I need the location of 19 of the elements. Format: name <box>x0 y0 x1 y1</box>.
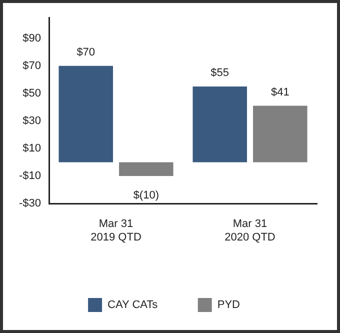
data-label: $55 <box>210 67 230 80</box>
y-tick-label: $30 <box>22 114 42 127</box>
legend-label: PYD <box>217 299 240 312</box>
y-tick-label: $90 <box>22 32 42 44</box>
y-tick-label: $50 <box>22 87 42 100</box>
x-tick-label: Mar 31 2020 QTD <box>224 218 276 244</box>
bar <box>119 162 174 176</box>
data-label: $70 <box>76 46 96 58</box>
x-tick-label: Mar 31 2019 QTD <box>90 218 142 244</box>
bar <box>192 86 247 162</box>
y-tick-label: -$10 <box>18 170 42 182</box>
y-tick-label: $10 <box>22 142 42 155</box>
legend-label: CAY CATs <box>108 299 158 312</box>
bar <box>58 66 113 162</box>
y-tick-label: -$30 <box>18 198 42 210</box>
data-label: $(10) <box>133 190 160 202</box>
y-tick-label: $70 <box>22 60 42 72</box>
data-label: $41 <box>270 86 290 98</box>
bar <box>253 106 308 162</box>
